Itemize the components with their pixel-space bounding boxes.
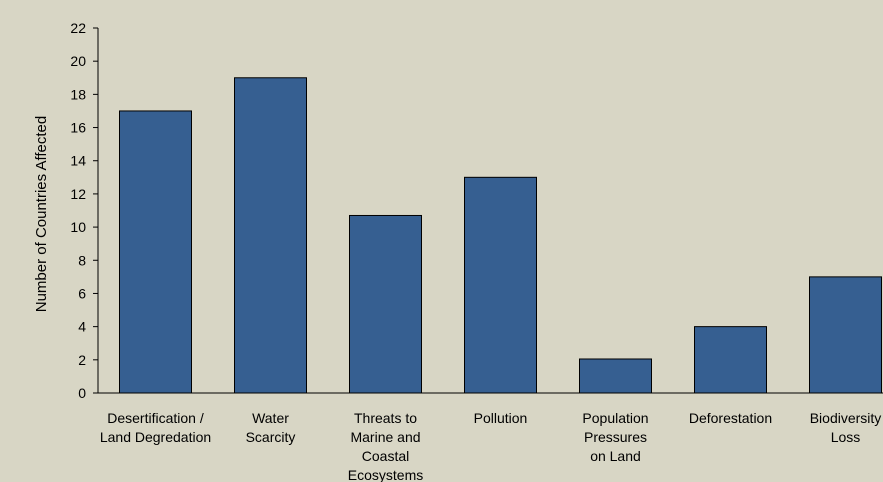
category-label-0: Desertification / Land Degredation xyxy=(100,410,211,445)
bar-2 xyxy=(349,214,422,394)
y-tick-label-0: 0 xyxy=(78,385,86,401)
bar-5 xyxy=(694,326,767,394)
y-tick-label-4: 8 xyxy=(78,252,86,268)
category-label-5: Deforestation xyxy=(689,410,772,426)
y-tick-label-5: 10 xyxy=(70,219,86,235)
y-tick-label-1: 2 xyxy=(78,352,86,368)
y-axis-title: Number of Countries Affected xyxy=(33,116,50,313)
category-label-2: Threats to Marine and Coastal Ecosystems xyxy=(348,410,423,482)
bar-4 xyxy=(579,358,652,394)
y-tick-label-7: 14 xyxy=(70,153,86,169)
y-tick-label-10: 20 xyxy=(70,53,86,69)
bars xyxy=(119,77,882,394)
x-axis-labels: Desertification / Land Degredation Water Sc… xyxy=(100,410,881,482)
y-tick-label-11: 22 xyxy=(70,20,86,36)
y-tick-label-8: 16 xyxy=(70,120,86,136)
bar-1 xyxy=(234,77,307,394)
category-label-3: Pollution xyxy=(474,410,528,426)
y-tick-label-6: 12 xyxy=(70,186,86,202)
bar-3 xyxy=(464,176,537,394)
category-label-4: Population Pressures on Land xyxy=(582,410,648,464)
category-label-6: Biodiversity Loss xyxy=(810,410,882,445)
y-tick-label-2: 4 xyxy=(78,319,86,335)
y-axis-ticks: 0 2 4 6 8 10 12 14 16 18 20 22 xyxy=(70,20,98,401)
y-tick-label-9: 18 xyxy=(70,86,86,102)
bar-6 xyxy=(809,276,882,394)
category-label-1: Water Scarcity xyxy=(246,410,296,445)
y-tick-label-3: 6 xyxy=(78,285,86,301)
bar-0 xyxy=(119,110,192,394)
